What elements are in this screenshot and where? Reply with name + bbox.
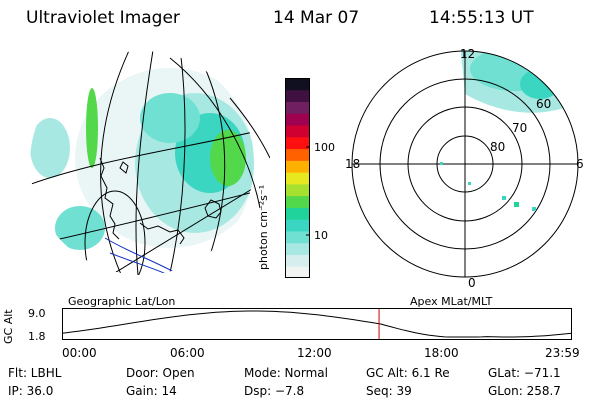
colorbar-cell — [285, 148, 310, 161]
geographic-panel-label: Geographic Lat/Lon — [68, 295, 176, 308]
mlt-label-0: 0 — [468, 276, 476, 290]
filter-status: Flt: LBHL — [8, 366, 62, 380]
colorbar-cell — [285, 242, 310, 255]
colorbar-cell — [285, 183, 310, 197]
auroral-emission-region — [30, 118, 70, 178]
magnetic-polar-panel[interactable] — [340, 44, 590, 294]
colorbar-cell — [285, 125, 310, 138]
glon-status: GLon: 258.7 — [488, 384, 561, 398]
colorbar-cell — [285, 207, 310, 220]
altitude-timeline[interactable] — [62, 308, 572, 340]
mlt-label-18: 18 — [345, 157, 361, 171]
dsp-status: Dsp: −7.8 — [244, 384, 305, 398]
colorbar-cell — [285, 113, 310, 126]
colorbar-tick-label: 10 — [314, 229, 328, 242]
auroral-emission-region — [55, 206, 105, 250]
auroral-emission-region — [210, 130, 246, 186]
colorbar-cell — [285, 89, 310, 103]
mlat-label-80: 80 — [490, 140, 506, 154]
mlat-label-60: 60 — [536, 97, 552, 111]
coastline — [99, 157, 222, 245]
colorbar-cell — [285, 266, 310, 278]
polar-panel-label: Apex MLat/MLT — [410, 295, 493, 308]
altitude-axis-label: GC Alt — [2, 309, 15, 344]
colorbar-cell — [285, 160, 310, 173]
gc-alt-status: GC Alt: 6.1 Re — [366, 366, 450, 380]
time-tick-label: 00:00 — [62, 346, 97, 360]
colorbar-cell — [285, 101, 310, 114]
colorbar-tick-label: 100 — [314, 141, 335, 154]
image-time: 14:55:13 UT — [429, 8, 534, 28]
colorbar-cell — [285, 230, 310, 244]
colorbar-cell — [285, 136, 310, 150]
geographic-image-panel[interactable] — [20, 38, 270, 293]
colorbar-unit-label: photon cm⁻²s⁻¹ — [257, 184, 270, 270]
auroral-emission-region — [470, 51, 560, 91]
mlt-label-6: 6 — [576, 157, 584, 171]
image-date: 14 Mar 07 — [273, 8, 360, 28]
color-scale-bar — [285, 78, 310, 278]
time-tick-label: 18:00 — [424, 346, 459, 360]
time-tick-label: 06:00 — [170, 346, 205, 360]
colorbar-cell — [285, 219, 310, 232]
auroral-emission-region — [140, 93, 200, 143]
time-tick-label: 12:00 — [297, 346, 332, 360]
gain-status: Gain: 14 — [126, 384, 177, 398]
colorbar-cell — [285, 254, 310, 267]
glat-status: GLat: −71.1 — [488, 366, 561, 380]
colorbar-cell — [285, 172, 310, 185]
emission-spots — [440, 162, 536, 211]
mlat-label-70: 70 — [512, 121, 528, 135]
mode-status: Mode: Normal — [244, 366, 328, 380]
door-status: Door: Open — [126, 366, 195, 380]
auroral-emission-region — [86, 88, 98, 168]
ip-status: IP: 36.0 — [8, 384, 54, 398]
colorbar-cell — [285, 195, 310, 208]
mlt-label-12: 12 — [460, 47, 476, 61]
altitude-tick-label: 9.0 — [28, 307, 46, 320]
colorbar-cell — [285, 78, 310, 91]
sequence-status: Seq: 39 — [366, 384, 412, 398]
altitude-tick-label: 1.8 — [28, 330, 46, 343]
instrument-title: Ultraviolet Imager — [26, 8, 180, 28]
altitude-curve — [62, 310, 572, 338]
time-tick-label: 23:59 — [545, 346, 580, 360]
